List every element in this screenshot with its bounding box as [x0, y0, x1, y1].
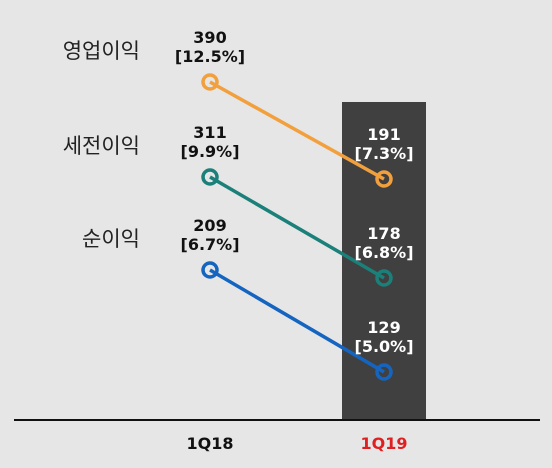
series-2-point-1Q19	[375, 269, 393, 287]
value-label-s3-1Q19: 129	[367, 318, 400, 337]
series-label-3: 순이익	[82, 227, 140, 251]
margin-label-s1-1Q19: [7.3%]	[355, 144, 414, 163]
category-label-1Q18: 1Q18	[187, 434, 234, 453]
value-label-s2-1Q18: 311	[193, 123, 226, 142]
series-3-point-1Q18	[201, 261, 219, 279]
margin-label-s3-1Q19: [5.0%]	[355, 337, 414, 356]
margin-label-s3-1Q18: [6.7%]	[181, 235, 240, 254]
margin-label-s2-1Q18: [9.9%]	[181, 142, 240, 161]
value-label-s2-1Q19: 178	[367, 224, 400, 243]
margin-label-s1-1Q18: [12.5%]	[175, 47, 245, 66]
series-line-2	[209, 175, 385, 280]
series-line-1	[209, 80, 385, 181]
value-label-s1-1Q19: 191	[367, 125, 400, 144]
series-3-point-1Q19	[375, 363, 393, 381]
value-label-s1-1Q18: 390	[193, 28, 226, 47]
value-label-s3-1Q18: 209	[193, 216, 226, 235]
series-1-point-1Q18	[201, 73, 219, 91]
series-2-point-1Q18	[201, 168, 219, 186]
series-label-1: 영업이익	[63, 39, 140, 63]
margin-label-s2-1Q19: [6.8%]	[355, 243, 414, 262]
series-line-3	[209, 268, 385, 374]
series-1-point-1Q19	[375, 170, 393, 188]
series-label-2: 세전이익	[63, 134, 140, 158]
category-label-1Q19: 1Q19	[361, 434, 408, 453]
